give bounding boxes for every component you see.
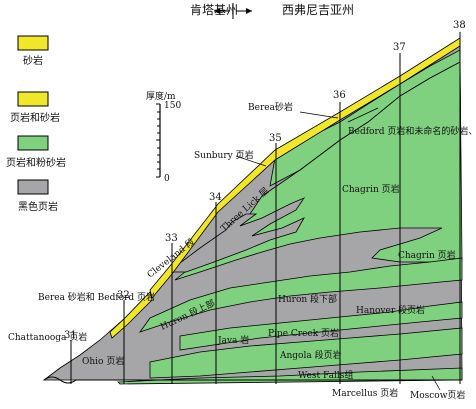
label-west-falls: West Falls组 (298, 369, 353, 381)
legend-label-black-shale: 黑色页岩 (18, 200, 58, 213)
label-marcellus: Marcellus 页岩 (332, 387, 398, 399)
unit-angola-green (149, 327, 463, 379)
well-38-number: 38 (453, 20, 466, 31)
well-36-number: 36 (333, 90, 346, 101)
scale-title: 厚度/m (146, 90, 176, 102)
region-kentucky: 肯塔基州 (190, 3, 238, 17)
cross-section (42, 37, 463, 385)
arrow-left-head-icon (214, 8, 220, 14)
label-java: Java 岩 (217, 334, 249, 346)
leader-sunbury (235, 155, 267, 167)
unit-berea-left-wedge (109, 291, 153, 339)
leader-bedford (347, 107, 379, 123)
leader-lines (235, 107, 441, 391)
unit-three-lick-bed (166, 197, 306, 273)
label-angola: Angola 段页岩 (279, 349, 342, 361)
thickness-scale-bar: 厚度/m 150 0 (146, 90, 181, 184)
scale-bottom-value: 0 (164, 174, 170, 184)
label-moscow: Moscow页岩 (410, 389, 465, 401)
well-37-number: 37 (393, 42, 406, 53)
label-huron-lower: Huron 段下部 (278, 293, 337, 305)
label-bedford: Bedford 页岩和未命名的砂岩、粉砂岩 (348, 125, 476, 137)
label-berea-bedford: Berea 砂岩和 Bedford 页岩 (38, 291, 155, 303)
legend-label-sandstone: 砂岩 (23, 54, 43, 67)
legend-label-shale-siltstone: 页岩和粉砂岩 (6, 156, 66, 169)
well-33-number: 33 (165, 233, 178, 244)
label-hanover: Hanover 段页岩 (356, 304, 425, 316)
leader-berea (299, 111, 339, 119)
label-berea: Berea砂岩 (248, 101, 293, 113)
region-west-virginia: 西弗尼吉亚州 (282, 3, 354, 17)
legend-swatch-sandstone (17, 35, 49, 51)
well-32-number: 32 (117, 290, 130, 301)
scale-top-value: 150 (164, 101, 181, 111)
legend-label-shale-sandstone: 页岩和砂岩 (10, 111, 60, 124)
unit-huron-upper-green (138, 257, 463, 333)
arrow-right-head-icon (246, 8, 252, 14)
label-ohio: Ohio 页岩 (82, 355, 124, 367)
label-chagrin-1: Chagrin 页岩 (342, 183, 400, 195)
label-pipe-creek: Pipe Creek 页岩 (268, 327, 339, 339)
leader-moscow (431, 375, 441, 391)
legend: 砂岩 页岩和砂岩 页岩和粉砂岩 黑色页岩 (6, 35, 66, 213)
well-31-number: 31 (64, 330, 77, 341)
well-35-number: 35 (269, 133, 282, 144)
label-sunbury: Sunbury 页岩 (194, 149, 254, 161)
legend-swatch-black-shale (17, 179, 49, 195)
wells (70, 32, 461, 384)
well-34-number: 34 (209, 192, 222, 203)
well-numbers: 31 32 33 34 35 36 37 38 (64, 20, 466, 341)
section-baseline (43, 376, 462, 384)
legend-swatch-shale-sandstone (17, 91, 49, 107)
label-chagrin-2: Chagrin 页岩 (398, 249, 456, 261)
legend-swatch-shale-siltstone (17, 135, 49, 151)
label-chattanooga: Chattanooga 页岩 (8, 331, 87, 343)
unit-java-hanover-green (179, 301, 463, 351)
